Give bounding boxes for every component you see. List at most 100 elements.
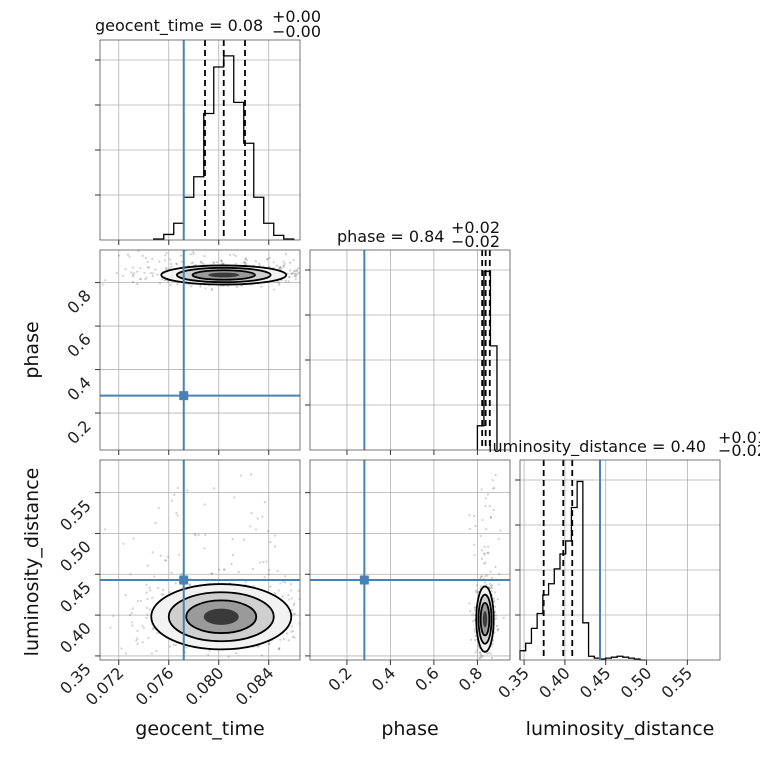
title-luminosity-distance-minus: −0.02	[718, 441, 760, 460]
scatter-point	[128, 255, 131, 258]
scatter-point	[258, 561, 261, 564]
scatter-point	[473, 638, 477, 641]
scatter-point	[176, 514, 179, 517]
x-tick-label: 0.4	[368, 663, 399, 694]
scatter-point	[237, 570, 240, 573]
scatter-point	[117, 254, 121, 257]
scatter-point	[472, 514, 476, 518]
scatter-point	[279, 266, 282, 269]
scatter-point	[284, 252, 288, 256]
scatter-point	[499, 529, 502, 532]
y-tick-label: 0.45	[56, 578, 95, 617]
scatter-point	[292, 630, 295, 633]
scatter-point	[189, 252, 192, 256]
scatter-point	[290, 597, 294, 600]
scatter-point	[249, 525, 252, 528]
scatter-point	[234, 262, 237, 265]
scatter-point	[175, 262, 178, 265]
scatter-point	[279, 582, 282, 585]
scatter-point	[200, 260, 203, 263]
scatter-point	[243, 261, 247, 264]
scatter-point	[485, 652, 489, 655]
scatter-point	[151, 596, 154, 599]
scatter-point	[473, 554, 476, 557]
scatter-point	[245, 258, 249, 262]
scatter-point	[136, 282, 139, 286]
scatter-point	[268, 256, 272, 259]
xlabel-phase: phase	[381, 718, 438, 740]
scatter-point	[292, 258, 295, 262]
x-tick-label: 0.50	[617, 663, 656, 702]
scatter-point	[476, 649, 479, 652]
scatter-point	[494, 565, 497, 569]
density-fill	[482, 611, 488, 628]
scatter-point	[498, 583, 501, 586]
scatter-point	[254, 260, 257, 263]
scatter-point	[481, 575, 484, 578]
scatter-point	[164, 254, 167, 257]
scatter-point	[141, 254, 144, 257]
truth-marker	[179, 391, 189, 401]
scatter-point	[169, 262, 173, 266]
scatter-point	[170, 265, 173, 268]
scatter-point	[240, 284, 243, 288]
scatter-point	[204, 287, 207, 290]
y-tick-label: 0.2	[63, 416, 94, 447]
scatter-point	[492, 487, 495, 490]
scatter-point	[212, 261, 216, 264]
contour-line	[475, 585, 495, 653]
scatter-point	[484, 504, 487, 508]
scatter-point	[222, 568, 225, 571]
scatter-point	[133, 272, 136, 275]
scatter-point	[492, 509, 495, 512]
scatter-point	[155, 649, 158, 653]
scatter-point	[290, 272, 293, 275]
scatter-point	[493, 631, 496, 634]
scatter-point	[490, 586, 494, 590]
scatter-point	[104, 279, 107, 282]
density-fill	[208, 272, 240, 278]
scatter-point	[294, 275, 298, 278]
y-tick-label: 0.8	[63, 286, 94, 317]
scatter-point	[282, 260, 285, 263]
contour-line	[175, 266, 272, 284]
scatter-point	[166, 279, 169, 283]
scatter-point	[473, 628, 476, 631]
panel-frame	[99, 459, 301, 661]
scatter-point	[146, 564, 149, 567]
scatter-point	[292, 269, 296, 273]
scatter-point	[491, 642, 494, 646]
title-phase-minus: −0.02	[451, 232, 500, 251]
scatter-point	[180, 572, 183, 576]
scatter-point	[145, 591, 148, 594]
scatter-point	[473, 606, 476, 610]
scatter-point	[468, 602, 471, 605]
scatter-point	[295, 273, 299, 276]
scatter-point	[488, 505, 491, 508]
scatter-point	[151, 272, 155, 275]
scatter-point	[174, 643, 177, 646]
x-tick-label: 0.55	[658, 663, 697, 702]
scatter-point	[254, 528, 258, 531]
scatter-point	[139, 266, 142, 270]
scatter-point	[220, 260, 224, 263]
scatter-point	[272, 288, 275, 291]
ylabel-phase: phase	[21, 321, 43, 378]
scatter-point	[487, 545, 490, 548]
scatter-point	[203, 254, 206, 258]
scatter-point	[487, 551, 490, 555]
scatter-point	[261, 515, 264, 518]
scatter-point	[473, 608, 477, 612]
xlabel-luminosity-distance: luminosity_distance	[526, 718, 715, 740]
scatter-point	[181, 260, 184, 263]
scatter-point	[472, 543, 476, 546]
scatter-point	[158, 260, 161, 263]
scatter-point	[256, 517, 259, 520]
scatter-point	[192, 251, 195, 254]
scatter-point	[297, 589, 300, 592]
scatter-point	[210, 572, 213, 575]
scatter-point	[144, 278, 147, 281]
scatter-point	[163, 278, 166, 282]
scatter-point	[218, 568, 221, 571]
